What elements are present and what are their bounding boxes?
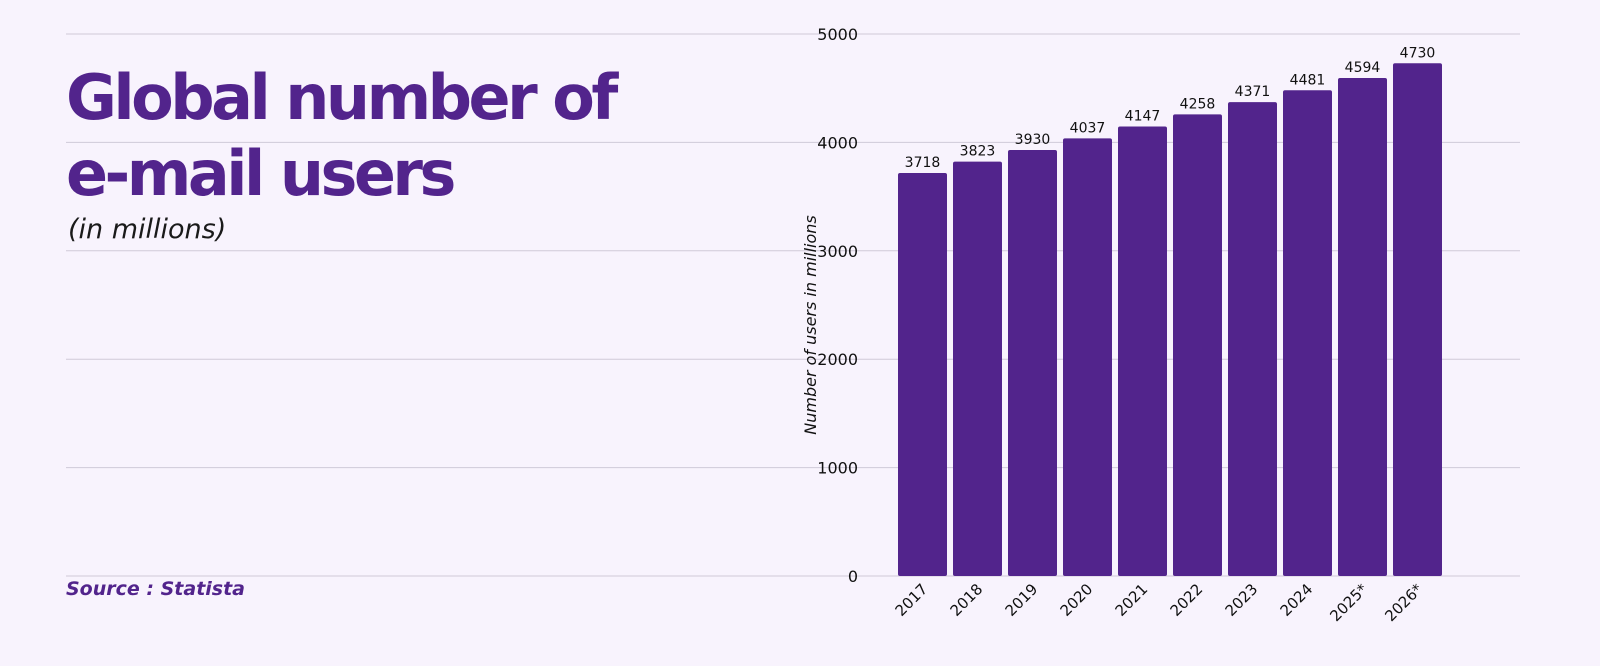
title-line-2: e-mail users <box>66 137 456 210</box>
gridlines <box>66 33 1520 577</box>
y-axis-label: Number of users in millions <box>801 215 820 435</box>
data-label: 3930 <box>1015 132 1051 148</box>
bar <box>1118 126 1167 576</box>
bar <box>1283 90 1332 577</box>
title-line-1: Global number of <box>66 61 618 134</box>
data-label: 4730 <box>1400 45 1436 61</box>
x-tick-label: 2017 <box>892 580 932 620</box>
page-title: Global number of e-mail users <box>66 60 618 212</box>
data-label: 3823 <box>960 144 996 160</box>
data-label: 3718 <box>905 155 941 171</box>
data-label: 4037 <box>1070 120 1106 136</box>
x-tick-label: 2020 <box>1057 580 1097 620</box>
bar <box>1393 63 1442 576</box>
y-tick-label: 5000 <box>817 25 858 44</box>
x-tick-label: 2022 <box>1167 580 1207 620</box>
bar <box>1173 114 1222 576</box>
y-tick-label: 0 <box>848 567 858 586</box>
y-tick-label: 2000 <box>817 350 858 369</box>
source-note: Source : Statista <box>66 578 246 600</box>
x-tick-label: 2018 <box>947 580 987 620</box>
bar <box>1338 78 1387 576</box>
data-label: 4594 <box>1345 60 1381 76</box>
bar <box>1228 102 1277 577</box>
x-tick-label: 2021 <box>1112 580 1152 620</box>
data-label: 4371 <box>1235 84 1271 100</box>
x-tick-label: 2023 <box>1222 580 1262 620</box>
x-tick-label: 2024 <box>1277 580 1317 620</box>
bars <box>898 63 1442 577</box>
bar <box>898 172 947 576</box>
data-label: 4258 <box>1180 96 1216 112</box>
y-tick-label: 1000 <box>817 459 858 478</box>
bar <box>1008 149 1057 576</box>
x-tick-label: 2026* <box>1381 580 1426 625</box>
x-tick-label: 2025* <box>1326 580 1371 625</box>
x-tick-label: 2019 <box>1002 580 1042 620</box>
bar <box>953 161 1002 577</box>
subtitle: (in millions) <box>68 214 227 245</box>
y-tick-label: 3000 <box>817 242 858 261</box>
bar <box>1063 138 1112 576</box>
data-label: 4147 <box>1125 108 1161 124</box>
y-tick-label: 4000 <box>817 133 858 152</box>
data-label: 4481 <box>1290 72 1326 88</box>
